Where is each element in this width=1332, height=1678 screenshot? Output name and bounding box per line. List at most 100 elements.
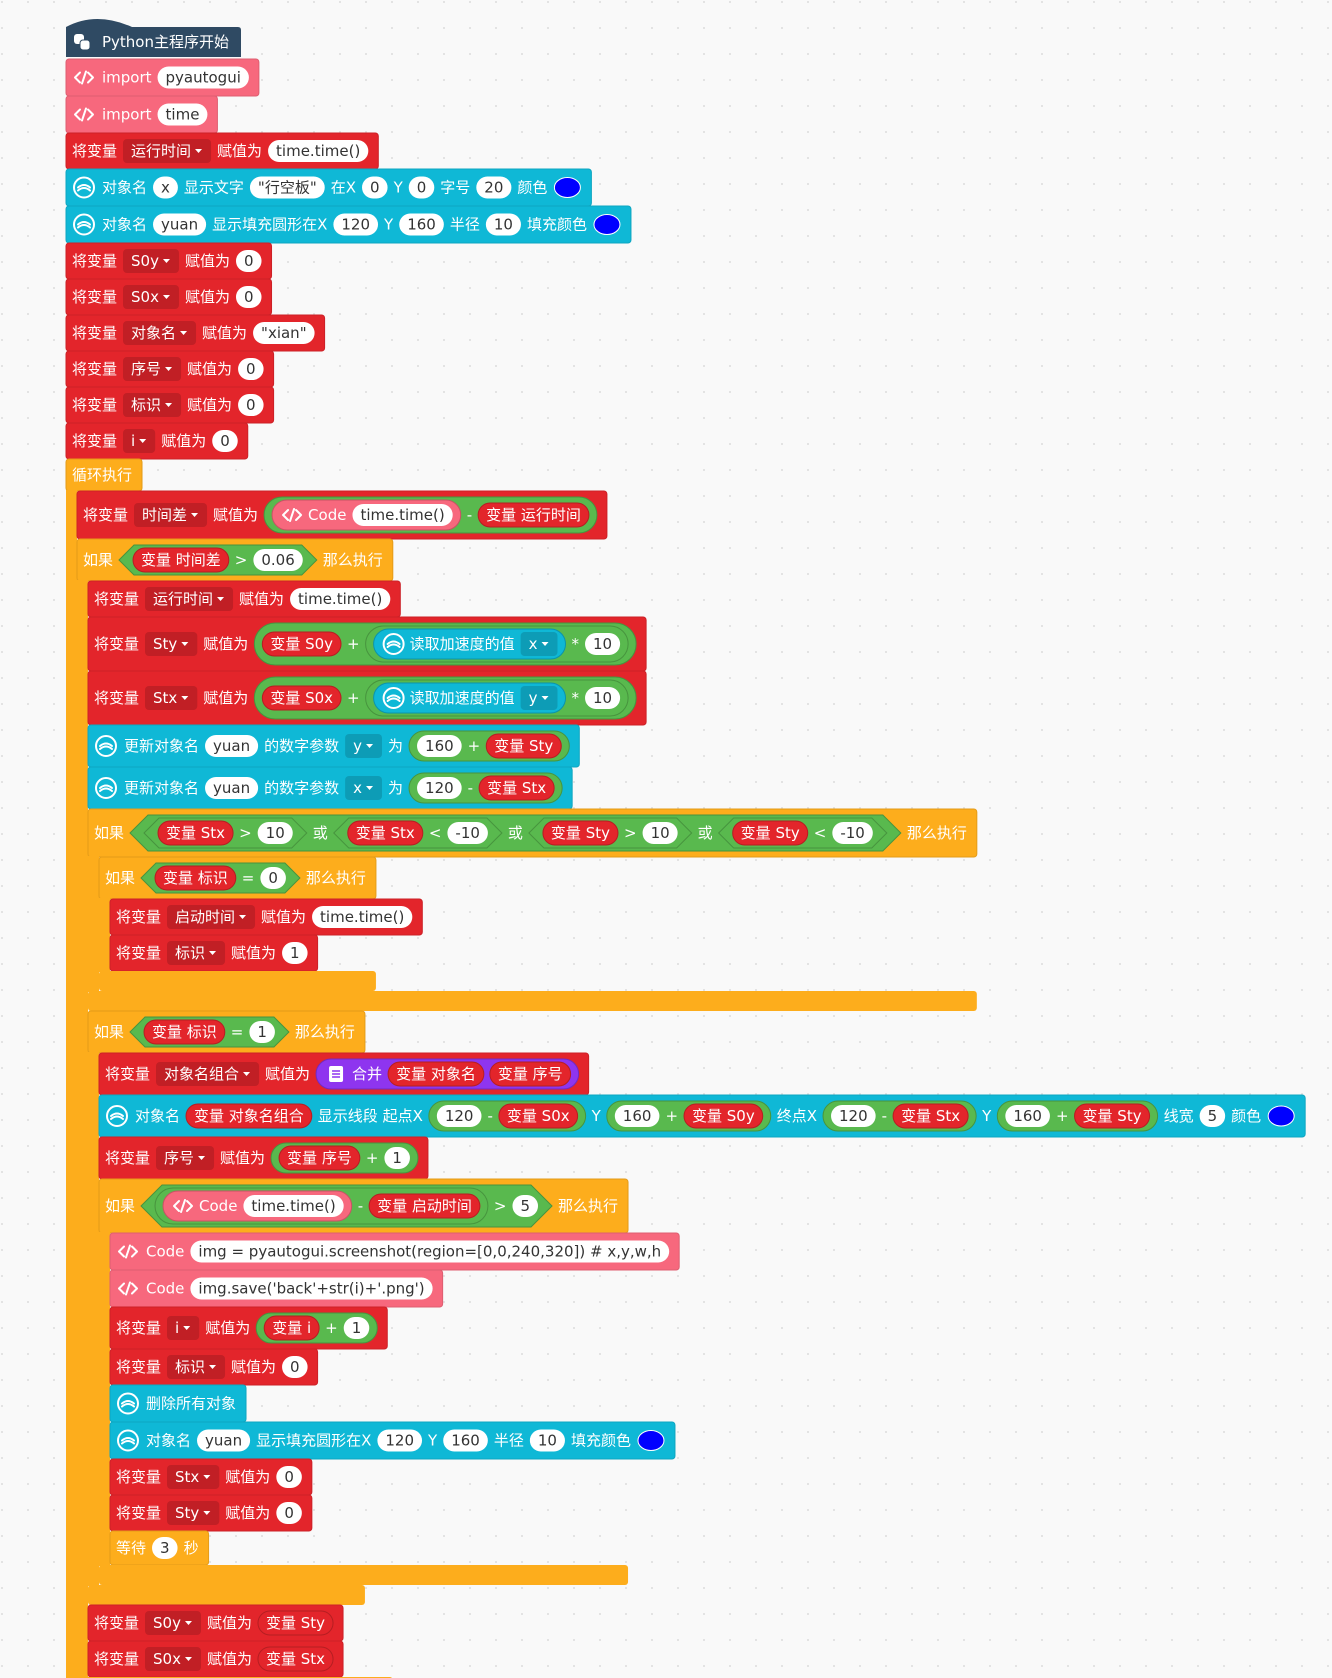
block-label: - <box>468 779 473 797</box>
block-label: 变量 Sty <box>494 737 553 755</box>
block-label: 更新对象名 <box>124 779 199 797</box>
input-field <box>190 1277 433 1300</box>
c-block-bottom <box>99 1565 629 1585</box>
block-label: 变量 S0x <box>507 1107 570 1125</box>
block-label: 对象名 <box>135 1107 180 1125</box>
reporter <box>157 820 234 846</box>
dropdown-value: 运行时间 <box>153 590 213 608</box>
block-label: > <box>624 824 637 842</box>
block-label: 赋值为 <box>203 635 248 653</box>
color-swatch <box>1267 1105 1295 1127</box>
input-value: time.time() <box>251 1197 335 1215</box>
c-block-arm <box>99 1232 110 1566</box>
input-value: 160 <box>407 216 436 234</box>
dropdown-value: 标识 <box>131 396 161 414</box>
c-block-bottom <box>88 991 977 1011</box>
block-label: 变量 序号 <box>287 1149 352 1167</box>
dropdown-arrow <box>366 786 374 790</box>
input-field <box>235 286 262 308</box>
input-field <box>417 735 462 757</box>
block-label: 显示填充圆形在X <box>256 1432 371 1450</box>
block-label: 字号 <box>440 179 470 197</box>
block-label: 赋值为 <box>187 360 232 378</box>
block-label: 或 <box>313 824 328 842</box>
block-label: 显示文字 <box>184 179 244 197</box>
block-label: 终点X <box>777 1107 817 1125</box>
dropdown-arrow <box>203 1511 211 1515</box>
reporter <box>387 1061 485 1087</box>
c-block-bottom <box>99 971 376 991</box>
dropdown-arrow <box>162 259 170 263</box>
dropdown <box>145 686 198 710</box>
dropdown-value: i <box>131 432 135 450</box>
block-label: 填充颜色 <box>527 216 587 234</box>
display-icon <box>386 640 401 648</box>
c-block-arm <box>99 898 110 972</box>
block-label: 颜色 <box>517 179 547 197</box>
reporter <box>542 820 619 846</box>
block-label: 或 <box>698 824 713 842</box>
display-icon <box>110 1112 124 1120</box>
block-label: 或 <box>508 824 523 842</box>
display-icon <box>382 633 405 655</box>
block-label: 将变量 <box>94 1650 139 1668</box>
dropdown-arrow <box>191 513 199 517</box>
code-icon <box>118 1244 138 1259</box>
dropdown <box>145 1611 201 1635</box>
block-label: import <box>102 106 152 124</box>
input-value: yuan <box>213 737 250 755</box>
block-label: 如果 <box>83 551 113 569</box>
dropdown <box>520 686 558 710</box>
block-label: Code <box>146 1280 184 1298</box>
block-label: 变量 S0y <box>270 635 333 653</box>
input-value: 10 <box>266 824 285 842</box>
block-label: 那么执行 <box>295 1023 355 1041</box>
block-label: 在X <box>331 179 356 197</box>
block-label: 那么执行 <box>323 551 383 569</box>
list-icon <box>332 1070 341 1078</box>
input-field <box>197 1429 251 1452</box>
dropdown-value: 标识 <box>175 1358 205 1376</box>
block-label: 的数字参数 <box>264 737 339 755</box>
block-label: + <box>347 689 360 707</box>
block-label: 变量 Sty <box>741 824 800 842</box>
block-label: 将变量 <box>94 635 139 653</box>
dropdown <box>156 1062 260 1086</box>
block-label: Y <box>427 1432 438 1450</box>
dropdown-arrow <box>217 597 225 601</box>
block-label: - <box>358 1197 363 1215</box>
input-value: 5 <box>1208 1107 1218 1125</box>
block-label: 将变量 <box>116 908 161 926</box>
block-label: 变量 Sty <box>1083 1107 1142 1125</box>
dropdown-arrow <box>209 1365 217 1369</box>
reporter <box>257 1610 334 1636</box>
block-label: 将变量 <box>116 1358 161 1376</box>
block-label: 那么执行 <box>306 869 366 887</box>
c-block-arm <box>77 580 88 1678</box>
dropdown-value: S0x <box>153 1650 181 1668</box>
reporter <box>261 631 342 657</box>
input-field <box>447 822 488 844</box>
input-value: time.time() <box>360 506 444 524</box>
block-label: 变量 标识 <box>152 1023 217 1041</box>
block-label: * <box>572 635 580 653</box>
block-label: 对象名 <box>146 1432 191 1450</box>
block-label: 将变量 <box>72 396 117 414</box>
dropdown-arrow <box>184 1657 192 1661</box>
block-label: 赋值为 <box>207 1614 252 1632</box>
input-value: 120 <box>425 779 454 797</box>
input-value: 160 <box>451 1432 480 1450</box>
input-value: 0 <box>244 288 254 306</box>
dropdown-arrow <box>162 295 170 299</box>
block-label: 赋值为 <box>161 432 206 450</box>
reporter <box>1074 1103 1151 1129</box>
input-value: img.save('back'+str(i)+'.png') <box>198 1280 424 1298</box>
input-field <box>614 1105 660 1127</box>
display-icon <box>382 687 405 709</box>
display-icon <box>95 777 117 799</box>
dropdown <box>156 1146 215 1170</box>
dropdown-value: S0y <box>153 1614 181 1632</box>
block-label: - <box>882 1107 887 1125</box>
block-label: 如果 <box>94 1023 124 1041</box>
input-field <box>1199 1105 1226 1127</box>
